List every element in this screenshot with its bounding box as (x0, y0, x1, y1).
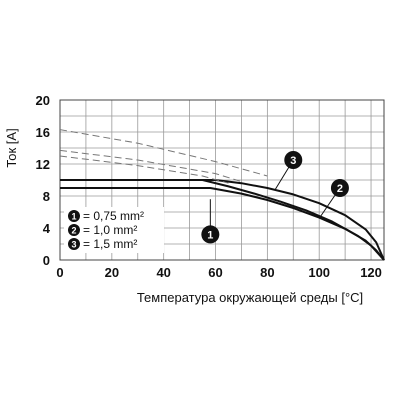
legend-entry-text: = 0,75 mm² (83, 209, 144, 223)
series-line-dashed (59, 155, 229, 184)
callout-2: 2 (330, 179, 349, 197)
y-tick-label: 20 (36, 93, 50, 108)
y-tick-label: 12 (36, 157, 50, 172)
callout-circle (330, 179, 349, 197)
series-line-2 (60, 179, 385, 261)
y-tick-label: 16 (36, 125, 50, 140)
legend-marker-number: 1 (71, 212, 76, 222)
series-line-dashed (59, 129, 268, 177)
legend-marker-circle (68, 210, 80, 222)
legend-entry-3: 3 = 1,5 mm² (68, 237, 137, 251)
y-tick-label: 0 (43, 253, 50, 268)
legend-entry-2: 2 = 1,0 mm² (68, 223, 137, 237)
x-tick-label: 120 (360, 265, 382, 280)
callout-number: 1 (207, 229, 213, 241)
x-tick-label: 40 (156, 265, 170, 280)
y-tick-label: 8 (43, 189, 50, 204)
x-tick-label: 0 (56, 265, 63, 280)
y-axis-label: Ток [A] (4, 128, 19, 167)
callout-circle (284, 151, 303, 169)
x-tick-label: 100 (308, 265, 330, 280)
legend-marker-number: 2 (71, 226, 76, 236)
legend-marker-number: 3 (71, 240, 76, 250)
x-tick-label: 20 (105, 265, 119, 280)
callout-1: 1 (201, 225, 220, 244)
legend-marker-circle (68, 224, 80, 236)
series-lines (59, 129, 385, 261)
x-axis-label: Температура окружающей среды [°C] (137, 290, 363, 305)
x-tick-label: 80 (260, 265, 274, 280)
series-line-dashed (59, 149, 242, 183)
callout-3: 3 (284, 151, 303, 169)
series-line-3 (60, 179, 385, 261)
series-callouts: 1 2 3 (201, 151, 349, 244)
legend-entry-1: 1 = 0,75 mm² (68, 209, 144, 223)
legend-background (64, 207, 164, 253)
callout-number: 3 (290, 155, 296, 167)
grid (59, 99, 385, 261)
y-tick-label: 4 (43, 221, 51, 236)
legend: 1 = 0,75 mm² 2 = 1,0 mm² 3 = 1,5 mm² (64, 207, 164, 253)
callout-circle (201, 225, 220, 244)
legend-entry-text: = 1,0 mm² (83, 223, 137, 237)
x-tick-label: 60 (208, 265, 222, 280)
callout-number: 2 (337, 183, 343, 195)
legend-marker-circle (68, 238, 80, 250)
legend-entry-text: = 1,5 mm² (83, 237, 137, 251)
